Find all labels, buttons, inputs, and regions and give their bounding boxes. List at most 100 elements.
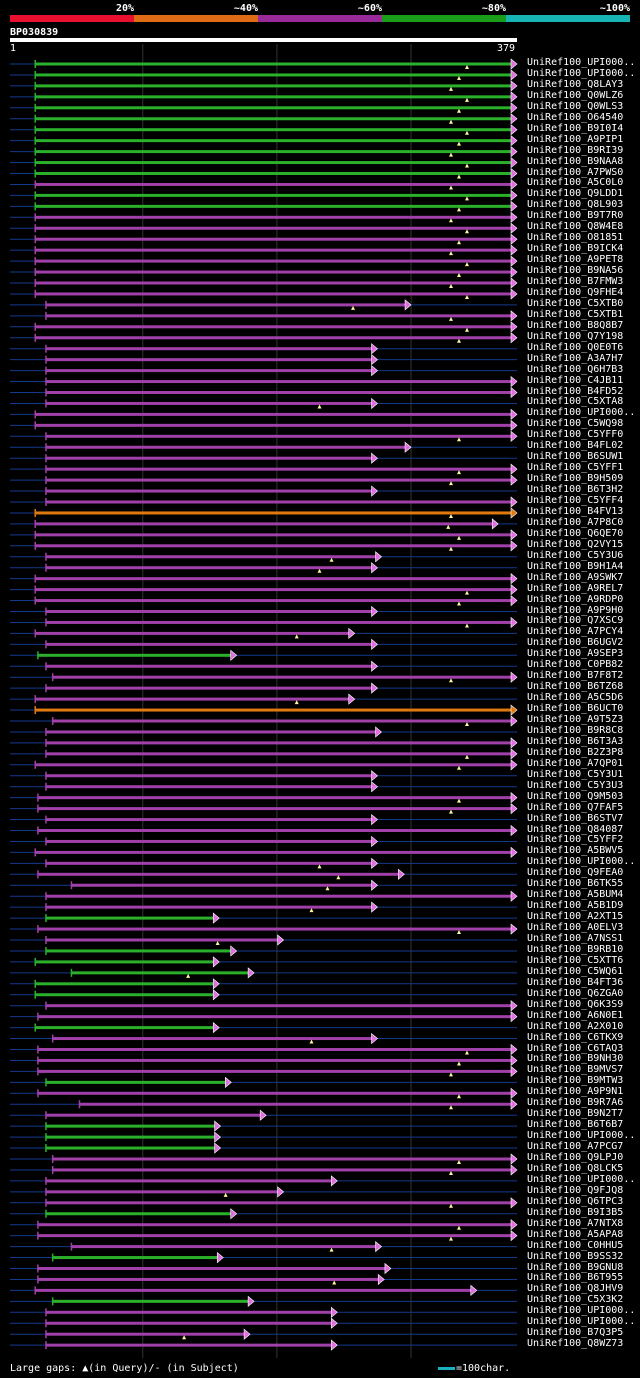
hit-name-link[interactable]: UniRef100_C5WQ98 <box>527 418 624 430</box>
hit-row[interactable] <box>10 945 517 957</box>
hit-name-link[interactable]: UniRef100_UPI000.. <box>527 1316 636 1328</box>
hit-row[interactable] <box>10 58 518 70</box>
hit-row[interactable] <box>10 529 518 541</box>
hit-name-link[interactable]: UniRef100_A7NSS1 <box>527 933 624 944</box>
hit-name-link[interactable]: UniRef100_Q6TPC3 <box>527 1195 624 1207</box>
hit-row[interactable] <box>10 813 517 826</box>
hit-name-link[interactable]: UniRef100_C0HHU5 <box>527 1239 624 1251</box>
hit-row[interactable] <box>10 704 518 716</box>
hit-row[interactable] <box>10 594 518 607</box>
hit-row[interactable] <box>10 211 518 223</box>
hit-row[interactable] <box>10 507 518 519</box>
hit-name-link[interactable]: UniRef100_Q7FAF5 <box>527 801 624 813</box>
hit-name-link[interactable]: UniRef100_Q8L903 <box>527 199 624 211</box>
hit-name-link[interactable]: UniRef100_B4FT36 <box>527 976 624 988</box>
hit-name-link[interactable]: UniRef100_O81851 <box>527 232 624 244</box>
hit-row[interactable] <box>10 167 518 180</box>
hit-name-link[interactable]: UniRef100_B6TK55 <box>527 878 624 890</box>
hit-name-link[interactable]: UniRef100_B6TZ68 <box>527 681 624 693</box>
hit-name-link[interactable]: UniRef100_B9T7R0 <box>527 210 624 222</box>
hit-row[interactable] <box>10 846 518 859</box>
hit-row[interactable] <box>10 737 518 749</box>
hit-row[interactable] <box>10 1197 518 1209</box>
hit-name-link[interactable]: UniRef100_Q84087 <box>527 823 624 835</box>
hit-name-link[interactable]: UniRef100_A0ELV3 <box>527 922 624 934</box>
hit-row[interactable] <box>10 748 518 760</box>
hit-name-link[interactable]: UniRef100_A7PCY4 <box>527 626 624 638</box>
hit-name-link[interactable]: UniRef100_Q8LCK5 <box>527 1162 624 1174</box>
hit-row[interactable] <box>10 726 517 738</box>
hit-row[interactable] <box>10 1098 518 1110</box>
hit-name-link[interactable]: UniRef100_Q8WZ73 <box>527 1338 624 1350</box>
hit-row[interactable] <box>10 321 518 333</box>
hit-row[interactable] <box>10 343 517 355</box>
hit-row[interactable] <box>10 835 517 848</box>
hit-name-link[interactable]: UniRef100_C5Y3U1 <box>527 768 624 780</box>
hit-name-link[interactable]: UniRef100_C6TAQ3 <box>527 1042 624 1054</box>
hit-name-link[interactable]: UniRef100_B2Z3P8 <box>527 746 624 758</box>
hit-name-link[interactable]: UniRef100_Q6QE70 <box>527 527 624 539</box>
hit-row[interactable] <box>10 1208 517 1220</box>
hit-row[interactable] <box>10 682 517 694</box>
hit-row[interactable] <box>10 562 517 574</box>
hit-name-link[interactable]: UniRef100_UPI000.. <box>527 407 636 419</box>
hit-row[interactable] <box>10 474 518 486</box>
hit-row[interactable] <box>10 627 517 640</box>
hit-row[interactable] <box>10 222 518 234</box>
hit-name-link[interactable]: UniRef100_C5WQ61 <box>527 965 624 977</box>
hit-row[interactable] <box>10 1043 518 1056</box>
hit-row[interactable] <box>10 200 518 212</box>
hit-name-link[interactable]: UniRef100_B9SS32 <box>527 1250 624 1262</box>
hit-row[interactable] <box>10 1120 517 1132</box>
hit-row[interactable] <box>10 1219 518 1231</box>
hit-row[interactable] <box>10 912 517 924</box>
hit-row[interactable] <box>10 1131 517 1143</box>
hit-name-link[interactable]: UniRef100_Q6H7B3 <box>527 363 624 375</box>
hit-name-link[interactable]: UniRef100_B6UGV2 <box>527 637 624 649</box>
hit-row[interactable] <box>10 1251 517 1264</box>
hit-row[interactable] <box>10 1000 518 1012</box>
hit-row[interactable] <box>10 299 517 311</box>
hit-row[interactable] <box>10 419 518 431</box>
hit-row[interactable] <box>10 1284 517 1297</box>
hit-row[interactable] <box>10 397 517 410</box>
hit-name-link[interactable]: UniRef100_C6TKX9 <box>527 1031 624 1043</box>
hit-name-link[interactable]: UniRef100_A9SEP3 <box>527 648 624 660</box>
hit-name-link[interactable]: UniRef100_Q9FJQ8 <box>527 1184 624 1196</box>
hit-row[interactable] <box>10 441 517 453</box>
hit-name-link[interactable]: UniRef100_B7F8T2 <box>527 670 624 682</box>
hit-row[interactable] <box>10 989 517 1001</box>
hit-name-link[interactable]: UniRef100_O64540 <box>527 111 624 123</box>
hit-row[interactable] <box>10 124 518 136</box>
hit-name-link[interactable]: UniRef100_B9H1A4 <box>527 560 624 572</box>
hit-name-link[interactable]: UniRef100_Q9M503 <box>527 790 624 802</box>
hit-name-link[interactable]: UniRef100_Q0WLS3 <box>527 100 624 112</box>
hit-name-link[interactable]: UniRef100_Q6ZGA0 <box>527 987 624 999</box>
hit-row[interactable] <box>10 1109 517 1121</box>
hit-name-link[interactable]: UniRef100_B9RB10 <box>527 943 624 955</box>
hit-row[interactable] <box>10 1186 517 1198</box>
hit-row[interactable] <box>10 671 518 683</box>
hit-row[interactable] <box>10 80 518 92</box>
hit-row[interactable] <box>10 233 518 245</box>
hit-name-link[interactable]: UniRef100_C5YFF0 <box>527 429 624 441</box>
hit-name-link[interactable]: UniRef100_Q7XSC9 <box>527 615 624 627</box>
hit-row[interactable] <box>10 1175 517 1187</box>
hit-row[interactable] <box>10 1295 517 1307</box>
hit-row[interactable] <box>10 551 517 563</box>
hit-name-link[interactable]: UniRef100_UPI000.. <box>527 1305 636 1317</box>
hit-row[interactable] <box>10 1230 518 1242</box>
hit-row[interactable] <box>10 1306 517 1318</box>
hit-row[interactable] <box>10 288 518 300</box>
hit-row[interactable] <box>10 408 518 421</box>
hit-row[interactable] <box>10 1164 518 1176</box>
hit-name-link[interactable]: UniRef100_B6UCT0 <box>527 703 624 715</box>
hit-name-link[interactable]: UniRef100_Q9LDD1 <box>527 188 624 200</box>
hit-row[interactable] <box>10 660 517 672</box>
hit-name-link[interactable]: UniRef100_B9R7A6 <box>527 1097 624 1109</box>
hit-name-link[interactable]: UniRef100_A5BUM4 <box>527 889 624 901</box>
hit-name-link[interactable]: UniRef100_A9SWK7 <box>527 571 624 583</box>
hit-name-link[interactable]: UniRef100_A5C5D6 <box>527 692 624 704</box>
hit-row[interactable] <box>10 1032 517 1045</box>
hit-row[interactable] <box>10 1087 518 1099</box>
